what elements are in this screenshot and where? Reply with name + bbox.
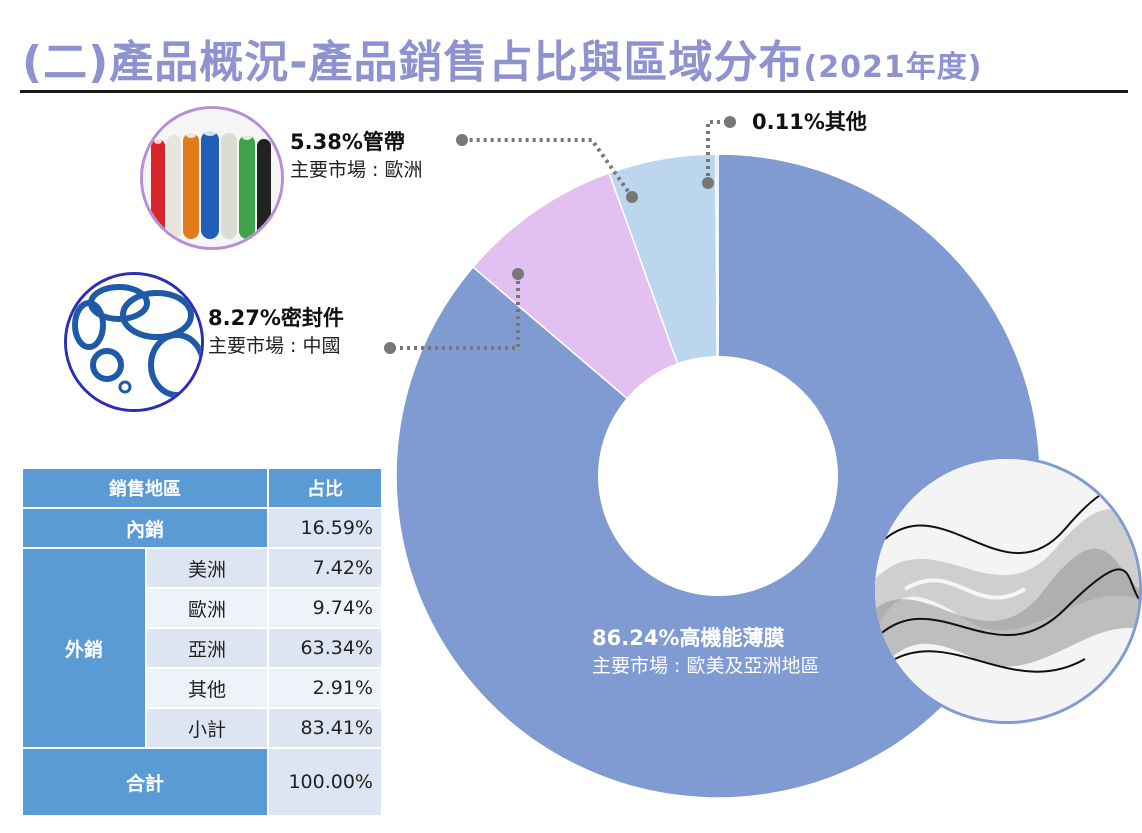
leader-dot-seals-start <box>512 268 524 280</box>
table-row: 外銷 美洲 7.42% <box>23 549 381 747</box>
callout-film-market: 主要市場 : 歐美及亞洲地區 <box>592 655 820 677</box>
callout-tubes: 5.38%管帶 主要市場 : 歐洲 <box>290 128 422 184</box>
export-subtotal-label: 小計 <box>147 709 267 747</box>
export-region: 美洲 <box>147 549 267 587</box>
leader-dot-other-start <box>702 177 714 189</box>
export-region: 亞洲 <box>147 629 267 667</box>
callout-seals-market: 主要市場 : 中國 <box>208 335 341 357</box>
title-year: (2021年度) <box>803 50 983 85</box>
export-value: 9.74% <box>269 589 381 627</box>
table-row: 其他 2.91% <box>23 669 381 707</box>
film-photo <box>872 456 1142 724</box>
table-row: 內銷 16.59% <box>23 509 381 547</box>
leader-dot-seals-end <box>384 342 396 354</box>
seal-rings-photo <box>64 272 204 412</box>
export-value: 2.91% <box>269 669 381 707</box>
domestic-value: 16.59% <box>269 509 381 547</box>
table-row: 歐洲 9.74% <box>23 589 381 627</box>
table-row: 小計 83.41% <box>23 709 381 747</box>
export-value: 63.34% <box>269 629 381 667</box>
header-share: 占比 <box>269 469 381 507</box>
table-row: 合計 100.00% <box>23 749 381 815</box>
callout-film-pct: 86.24%高機能薄膜 <box>592 626 785 650</box>
title-divider <box>20 90 1128 93</box>
callout-tubes-market: 主要市場 : 歐洲 <box>290 159 423 181</box>
donut-hole <box>598 356 838 596</box>
domestic-label: 內銷 <box>23 509 267 547</box>
total-label: 合計 <box>23 749 267 815</box>
export-subtotal-value: 83.41% <box>269 709 381 747</box>
leader-line-tubes <box>462 138 634 199</box>
callout-film: 86.24%高機能薄膜 主要市場 : 歐美及亞洲地區 <box>592 624 819 680</box>
title-main: (二)產品概況-產品銷售占比與區域分布 <box>22 37 804 88</box>
table-row: 亞洲 63.34% <box>23 629 381 667</box>
page-title: (二)產品概況-產品銷售占比與區域分布(2021年度) <box>22 26 982 90</box>
total-value: 100.00% <box>269 749 381 815</box>
leader-dot-tubes-end <box>456 134 468 146</box>
export-value: 7.42% <box>269 549 381 587</box>
sales-region-table: 銷售地區 占比 內銷 16.59% 外銷 美洲 7.42% 歐洲 9.74% 亞… <box>21 467 383 817</box>
leader-dot-other-end <box>724 116 736 128</box>
callout-seals: 8.27%密封件 主要市場 : 中國 <box>208 304 344 360</box>
header-region: 銷售地區 <box>23 469 267 507</box>
callout-tubes-pct: 5.38%管帶 <box>290 130 405 154</box>
table-header-row: 銷售地區 占比 <box>23 469 381 507</box>
leader-dot-tubes-start <box>626 191 638 203</box>
callout-other-pct: 0.11%其他 <box>752 110 867 134</box>
export-label: 外銷 <box>23 549 145 747</box>
export-region: 歐洲 <box>147 589 267 627</box>
export-region: 其他 <box>147 669 267 707</box>
callout-seals-pct: 8.27%密封件 <box>208 306 344 330</box>
callout-other: 0.11%其他 <box>752 108 867 136</box>
tubes-photo <box>140 106 284 250</box>
